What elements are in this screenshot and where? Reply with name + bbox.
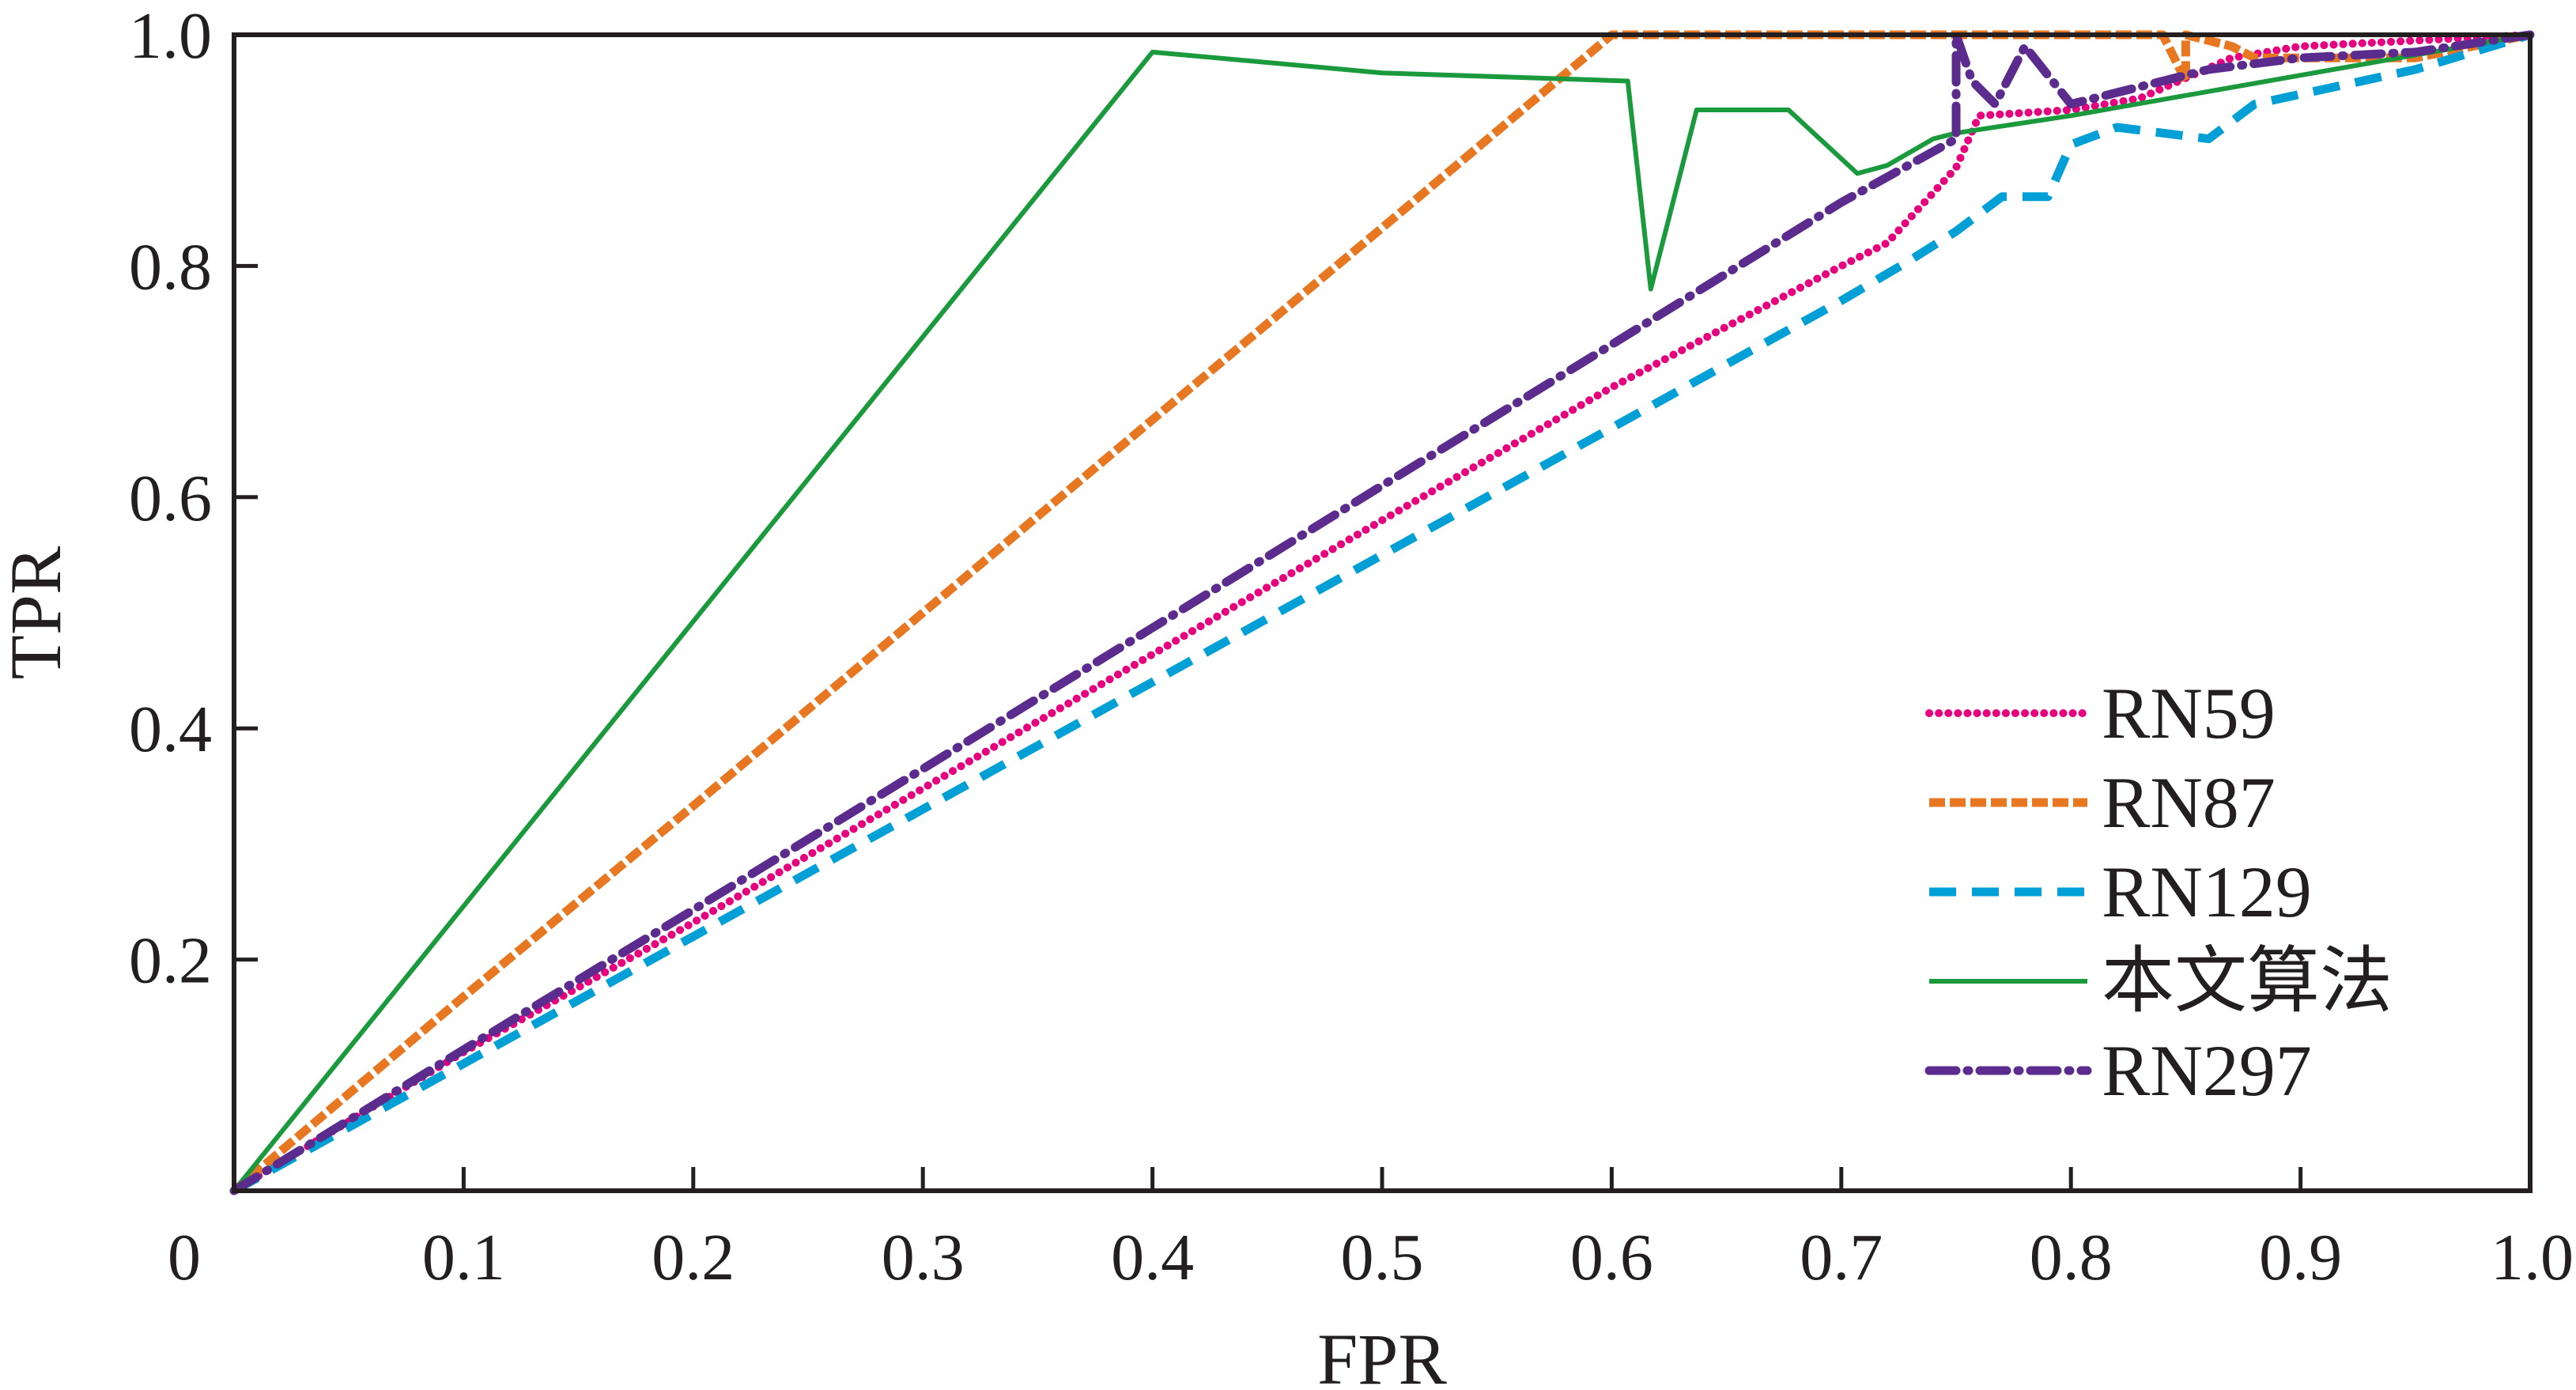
- x-tick-label: 0.9: [2259, 1221, 2342, 1294]
- x-tick-label: 0.4: [1111, 1221, 1194, 1294]
- y-tick-label: 0.4: [129, 693, 212, 766]
- x-tick-label: 0.7: [1800, 1221, 1883, 1294]
- x-tick-label: 0.6: [1570, 1221, 1653, 1294]
- x-tick-label: 0.1: [422, 1221, 505, 1294]
- ticks-layer: 0 0.1 0.2 0.3 0.4 0.5 0.6 0.7 0.8 0.9 1.0 0.2 0.4 0.6…: [129, 0, 2574, 1294]
- legend-label-4: 本文算法: [2102, 941, 2393, 1022]
- x-tick-label: 1.0: [2491, 1221, 2574, 1294]
- y-tick-label: 0.8: [129, 230, 212, 304]
- x-axis-title: FPR: [1317, 1319, 1447, 1390]
- y-axis-title: TPR: [0, 546, 76, 679]
- y-tick-label: 0.6: [129, 462, 212, 535]
- x-tick-label: 0.5: [1341, 1221, 1424, 1294]
- series-line-4: [232, 32, 2531, 1192]
- x-tick-label: 0.2: [652, 1221, 735, 1294]
- legend-label-3: RN129: [2102, 852, 2312, 932]
- legend-label-5: RN297: [2102, 1030, 2312, 1111]
- y-tick-label: 0.2: [129, 924, 212, 998]
- y-tick-label: 1.0: [129, 0, 212, 73]
- series-line-3: [232, 30, 2532, 1195]
- x-tick-label: 0.3: [882, 1221, 965, 1294]
- x-tick-label: 0.8: [2030, 1221, 2113, 1294]
- x-tick-label: 0: [168, 1221, 201, 1294]
- legend-label-2: RN87: [2102, 762, 2276, 843]
- legend-label-1: RN59: [2102, 673, 2276, 754]
